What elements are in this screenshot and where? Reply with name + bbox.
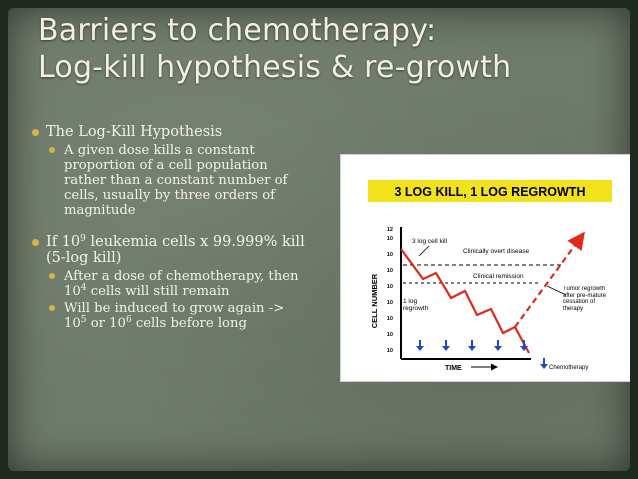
subbullet-dose: A given dose kills a constant proportion… [30,143,310,218]
bullet-list: The Log-Kill Hypothesis A given dose kil… [30,124,310,340]
bullet-leukemia-pre: If 10 [46,233,81,250]
slide: Barriers to chemotherapy: Log-kill hypot… [8,8,630,471]
ytick: 10 [387,332,393,338]
ytick: 10 [387,316,393,322]
log-kill-curve [400,248,530,354]
subbullet-dose-text: A given dose kills a constant proportion… [64,142,288,218]
ytick: 10 [387,252,393,258]
bullet-leukemia: If 109 leukemia cells x 99.999% kill (5-… [30,234,310,331]
subbullet-regrow-mid: or 10 [86,315,126,331]
ytick: 10 [387,236,393,242]
bullet-leukemia-post: leukemia cells x 99.999% kill (5-log kil… [46,233,305,267]
annot-tumor: Tumor regrowth after pre-mature cessatio… [563,286,607,312]
subbullet-after-sup: 4 [80,282,87,293]
chemo-arrow-icon [416,340,424,351]
ytick: 10 [387,300,393,306]
title-line-1: Barriers to chemotherapy: [38,13,437,48]
banner-text: 3 LOG KILL, 1 LOG REGROWTH [395,185,586,199]
banner-box [368,180,612,202]
subbullet-regrow: Will be induced to grow again -> 105 or … [30,301,310,331]
ytick: 10 [387,284,393,290]
annot-clinical: Clinically overt disease [463,248,529,255]
annot-remission: Clinical remission [473,273,524,280]
subbullet-after-dose: After a dose of chemotherapy, then 104 c… [30,269,310,299]
bullet-log-kill-text: The Log-Kill Hypothesis [46,124,223,140]
chemo-arrows [416,340,548,369]
log-kill-figure: 3 LOG KILL, 1 LOG REGROWTH CELL NUMBER 1… [340,154,630,382]
regrowth-curve [514,231,585,328]
chemo-arrow-icon [442,340,450,351]
chemo-arrow-icon [468,340,476,351]
bullet-log-kill: The Log-Kill Hypothesis A given dose kil… [30,124,310,218]
legend-arrow-icon [540,358,548,369]
annot-1log-text: 1 log regrowth [403,298,429,312]
slide-title: Barriers to chemotherapy: Log-kill hypot… [38,12,618,86]
subbullet-regrow-sup1: 5 [80,314,87,325]
ytick: 12 [387,227,393,233]
title-line-2: Log-kill hypothesis & re-growth [38,50,512,85]
subbullet-regrow-pre: Will be induced to grow again -> 10 [64,300,285,331]
y-ticks: 12 10 10 10 10 10 10 10 10 [387,227,393,354]
annot-3log: 3 log cell kill [412,238,448,245]
x-axis-label: TIME [445,365,462,372]
annot-1log: 1 log regrowth [403,298,429,312]
annot-3log-pointer [418,245,430,257]
subbullet-regrow-sup2: 6 [125,314,132,325]
y-axis-label: CELL NUMBER [370,273,379,328]
legend-label: Chemotherapy [549,365,588,371]
ytick: 10 [387,268,393,274]
chemo-arrow-icon [520,340,528,351]
bullet-leukemia-sup: 9 [80,233,86,244]
bullet-leukemia-text: If 109 leukemia cells x 99.999% kill (5-… [46,234,310,267]
subbullet-after-post: cells will still remain [86,283,230,299]
subbullet-after-pre: After a dose of chemotherapy, then 10 [64,268,299,299]
annot-tumor-pointer [546,285,567,296]
chemo-arrow-icon [494,340,502,351]
ytick: 10 [387,348,393,354]
annot-tumor-text: Tumor regrowth after pre-mature cessatio… [563,286,607,312]
subbullet-regrow-post: cells before long [131,315,247,331]
